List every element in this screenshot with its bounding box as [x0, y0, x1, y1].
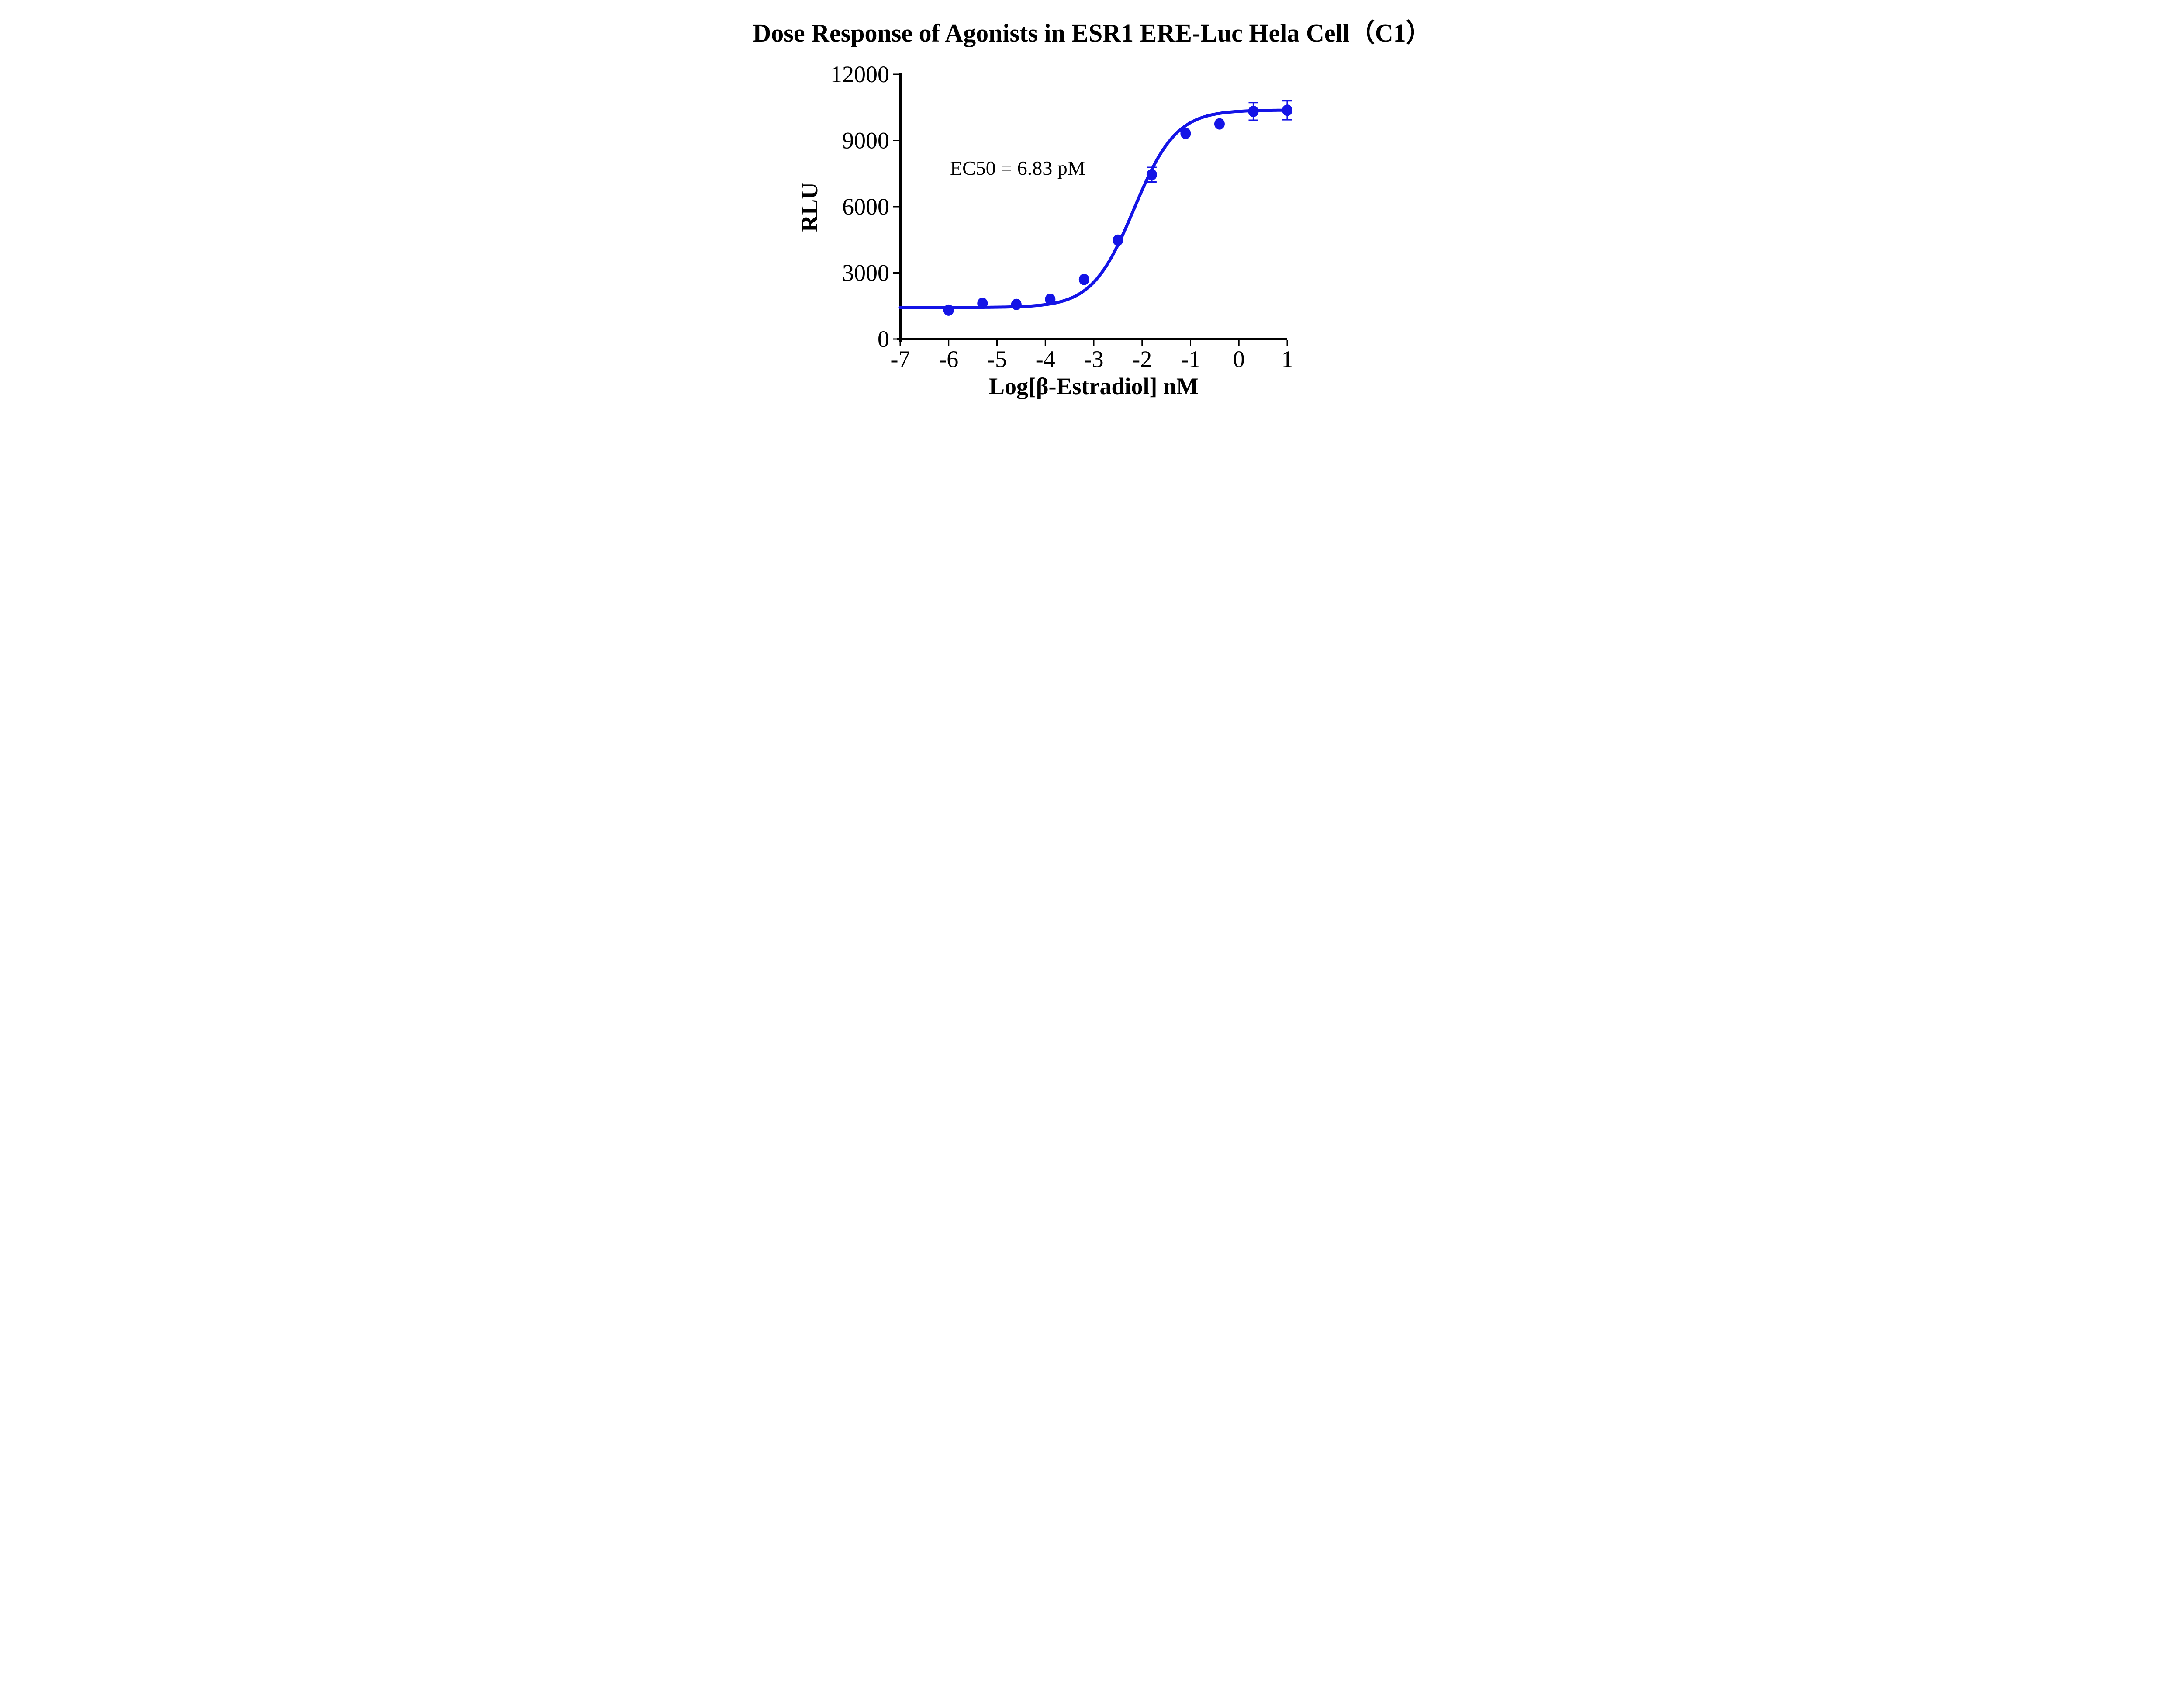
data-point: [1011, 298, 1022, 310]
x-tick-label: -6: [939, 346, 958, 372]
data-point: [1214, 118, 1225, 130]
y-tick-label: 6000: [842, 194, 889, 220]
fit-curve: [898, 108, 1289, 309]
data-point: [1045, 294, 1056, 305]
data-point: [1078, 274, 1089, 285]
data-point: [943, 304, 954, 316]
axes: 0 3000 6000 9000 12000 -7 -6 -5 -4 -3 -2 -1 0 1: [830, 61, 1293, 372]
data-point: [1146, 169, 1157, 180]
data-point: [1180, 128, 1191, 139]
chart-background: [747, 0, 1437, 421]
dose-response-chart: Dose Response of Agonists in ESR1 ERE-Lu…: [747, 0, 1437, 421]
y-tick-label: 0: [878, 326, 889, 352]
x-tick-label: -4: [1036, 346, 1055, 372]
y-tick-label: 3000: [842, 260, 889, 286]
plot-area: [898, 100, 1292, 316]
chart-page: Dose Response of Agonists in ESR1 ERE-Lu…: [747, 0, 1437, 421]
x-tick-label: -5: [987, 346, 1007, 372]
data-point: [977, 298, 988, 309]
data-point: [1282, 104, 1292, 116]
y-axis-title: RLU: [796, 182, 822, 232]
x-tick-label: -2: [1132, 346, 1152, 372]
data-point: [1113, 234, 1123, 246]
ec50-annotation: EC50 = 6.83 pM: [950, 157, 1085, 179]
x-tick-label: -7: [891, 346, 910, 372]
x-axis-title: Log[β-Estradiol] nM: [989, 373, 1199, 399]
x-tick-label: -1: [1181, 346, 1200, 372]
chart-title: Dose Response of Agonists in ESR1 ERE-Lu…: [753, 19, 1431, 47]
y-tick-label: 12000: [830, 61, 889, 87]
x-tick-label: -3: [1084, 346, 1104, 372]
x-tick-label: 1: [1282, 346, 1293, 372]
x-tick-label: 0: [1233, 346, 1245, 372]
y-tick-label: 9000: [842, 128, 889, 154]
data-point: [1248, 105, 1259, 117]
